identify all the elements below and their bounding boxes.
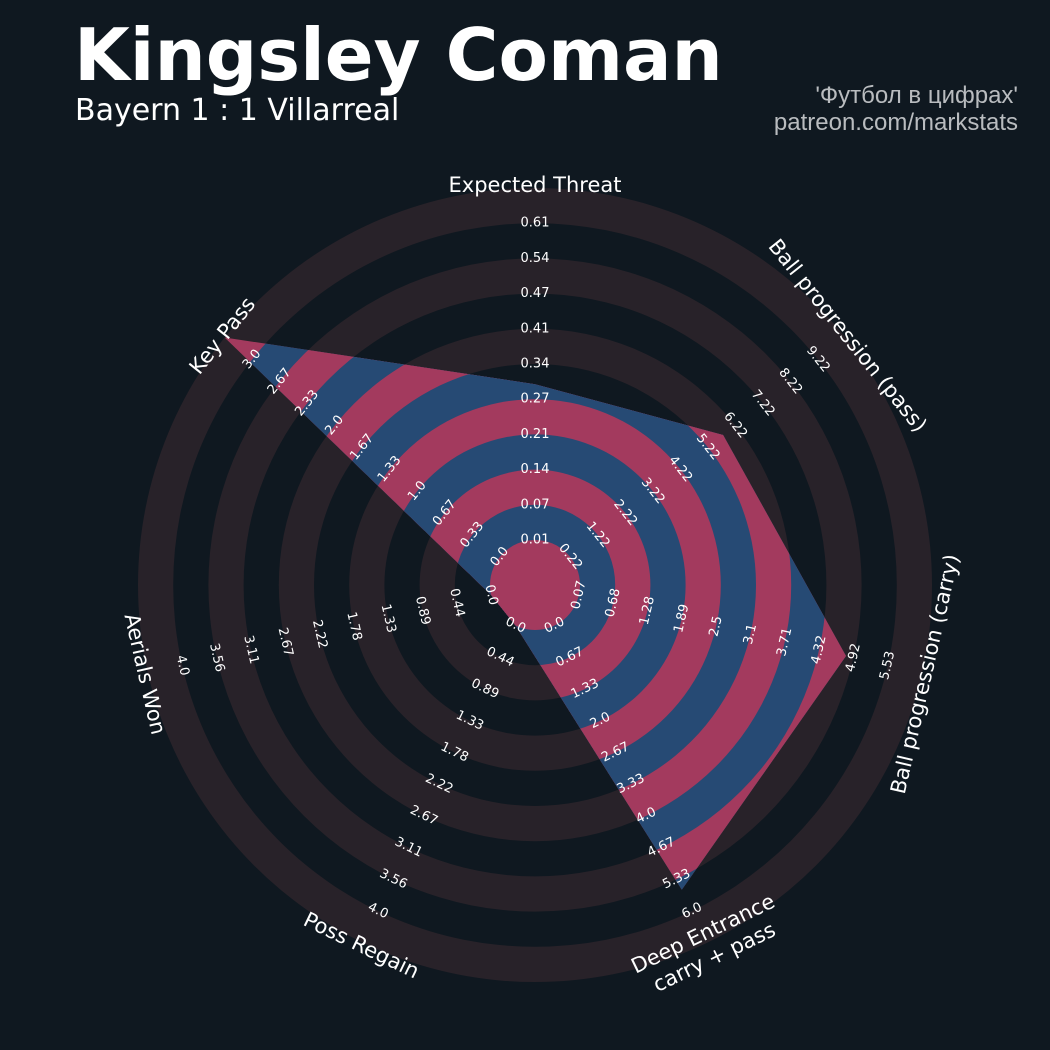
parameter-label: Expected Threat <box>449 173 622 197</box>
tick-label: 2.67 <box>275 626 296 658</box>
tick-label: 3.71 <box>774 626 795 658</box>
credit-line-1: 'Футбол в цифрах' <box>815 82 1018 109</box>
tick-label: 0.07 <box>568 579 589 611</box>
tick-label: 4.32 <box>809 634 830 666</box>
tick-label: 4.92 <box>843 642 864 674</box>
tick-label: 0.47 <box>521 286 550 301</box>
value-center <box>490 540 580 630</box>
tick-label: 0.54 <box>521 251 550 266</box>
tick-label: 0.34 <box>521 357 550 372</box>
tick-label: 3.56 <box>206 642 227 674</box>
tick-label: 0.07 <box>521 497 550 512</box>
tick-label: 2.5 <box>706 615 725 639</box>
parameter-label-line: Expected Threat <box>449 173 622 197</box>
tick-label: 1.33 <box>378 603 399 635</box>
tick-label: 0.14 <box>521 462 550 477</box>
tick-label: 1.89 <box>671 603 692 635</box>
player-name-title: Kingsley Coman <box>74 13 723 97</box>
match-subtitle: Bayern 1 : 1 Villarreal <box>75 93 400 128</box>
tick-label: 0.44 <box>446 587 467 619</box>
credit-line-2: patreon.com/markstats <box>773 109 1018 136</box>
tick-label: 4.0 <box>173 654 192 678</box>
tick-label: 0.21 <box>521 427 550 442</box>
tick-label: 0.41 <box>521 321 550 336</box>
tick-label: 0.89 <box>412 595 433 627</box>
tick-label: 3.1 <box>741 622 760 646</box>
tick-label: 0.27 <box>521 392 550 407</box>
tick-label: 2.22 <box>309 618 330 650</box>
tick-label: 1.28 <box>637 595 658 627</box>
tick-label: 0.61 <box>521 216 550 231</box>
tick-label: 3.11 <box>240 634 261 666</box>
tick-label: 5.53 <box>877 650 898 682</box>
tick-label: 1.78 <box>343 611 364 643</box>
tick-label: 0.01 <box>521 533 550 548</box>
tick-label: 0.68 <box>603 587 624 619</box>
tick-label: 0.0 <box>481 583 500 607</box>
